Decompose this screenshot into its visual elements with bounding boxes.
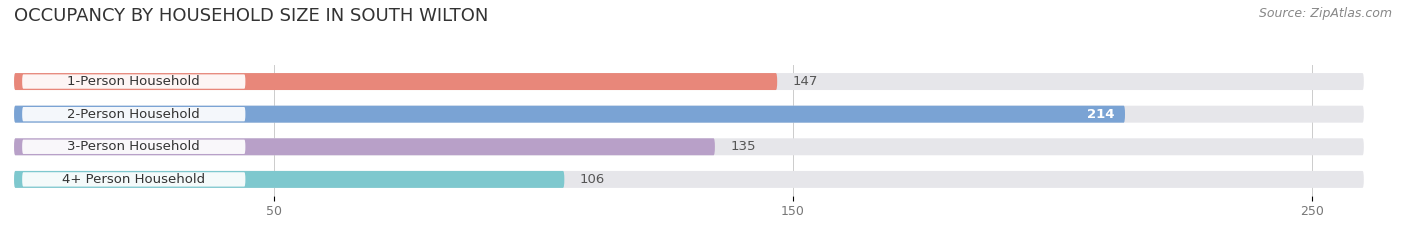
Text: Source: ZipAtlas.com: Source: ZipAtlas.com xyxy=(1258,7,1392,20)
FancyBboxPatch shape xyxy=(14,171,1364,188)
Text: OCCUPANCY BY HOUSEHOLD SIZE IN SOUTH WILTON: OCCUPANCY BY HOUSEHOLD SIZE IN SOUTH WIL… xyxy=(14,7,488,25)
Text: 2-Person Household: 2-Person Household xyxy=(67,108,200,121)
Text: 1-Person Household: 1-Person Household xyxy=(67,75,200,88)
FancyBboxPatch shape xyxy=(14,138,1364,155)
Text: 106: 106 xyxy=(579,173,605,186)
FancyBboxPatch shape xyxy=(14,73,1364,90)
FancyBboxPatch shape xyxy=(22,107,246,121)
Text: 135: 135 xyxy=(731,140,756,153)
FancyBboxPatch shape xyxy=(14,73,778,90)
FancyBboxPatch shape xyxy=(22,74,246,89)
FancyBboxPatch shape xyxy=(14,106,1125,123)
FancyBboxPatch shape xyxy=(22,140,246,154)
Text: 147: 147 xyxy=(793,75,818,88)
FancyBboxPatch shape xyxy=(14,106,1364,123)
FancyBboxPatch shape xyxy=(22,172,246,187)
Text: 214: 214 xyxy=(1087,108,1115,121)
Text: 4+ Person Household: 4+ Person Household xyxy=(62,173,205,186)
FancyBboxPatch shape xyxy=(14,138,714,155)
FancyBboxPatch shape xyxy=(14,171,564,188)
Text: 3-Person Household: 3-Person Household xyxy=(67,140,200,153)
